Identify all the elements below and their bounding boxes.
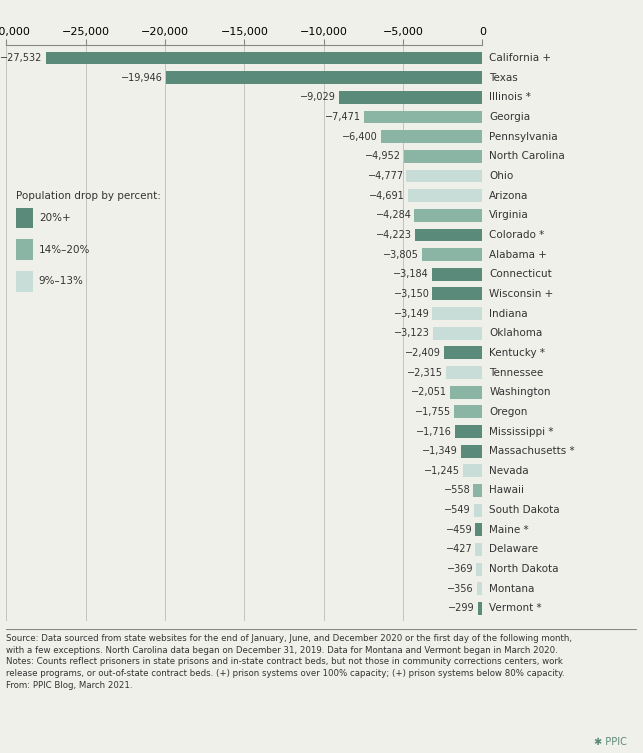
- Text: Tennessee: Tennessee: [489, 367, 543, 377]
- Text: −4,284: −4,284: [376, 210, 412, 220]
- Bar: [478, 602, 482, 615]
- Text: Texas: Texas: [489, 72, 518, 83]
- Text: −427: −427: [446, 544, 473, 554]
- Text: −19,946: −19,946: [121, 72, 163, 83]
- Bar: [422, 248, 482, 261]
- Text: −558: −558: [444, 486, 471, 495]
- Text: −2,315: −2,315: [406, 367, 442, 377]
- Bar: [431, 268, 482, 281]
- Text: North Carolina: North Carolina: [489, 151, 565, 161]
- Text: −7,471: −7,471: [325, 112, 361, 122]
- Text: −369: −369: [447, 564, 473, 574]
- Text: −3,150: −3,150: [394, 289, 430, 299]
- Text: Population drop by percent:: Population drop by percent:: [16, 191, 161, 201]
- Bar: [455, 425, 482, 438]
- Text: Pennsylvania: Pennsylvania: [489, 132, 558, 142]
- Text: 9%–13%: 9%–13%: [39, 276, 84, 286]
- Text: Delaware: Delaware: [489, 544, 538, 554]
- Text: Massachusetts *: Massachusetts *: [489, 447, 575, 456]
- Bar: [406, 169, 482, 182]
- Text: −2,409: −2,409: [405, 348, 441, 358]
- Text: −549: −549: [444, 505, 471, 515]
- Text: −3,149: −3,149: [394, 309, 430, 319]
- Text: South Dakota: South Dakota: [489, 505, 560, 515]
- Text: North Dakota: North Dakota: [489, 564, 559, 574]
- Text: 14%–20%: 14%–20%: [39, 245, 90, 255]
- Bar: [16, 239, 33, 260]
- Text: Oregon: Oregon: [489, 407, 527, 417]
- Bar: [414, 209, 482, 221]
- Text: Virginia: Virginia: [489, 210, 529, 220]
- Bar: [476, 562, 482, 575]
- Text: ✱ PPIC: ✱ PPIC: [594, 736, 627, 747]
- Bar: [364, 111, 482, 123]
- Text: −3,805: −3,805: [383, 249, 419, 260]
- Text: Wisconsin +: Wisconsin +: [489, 289, 554, 299]
- Text: −6,400: −6,400: [342, 132, 378, 142]
- Text: −27,532: −27,532: [1, 53, 42, 63]
- Text: −4,777: −4,777: [368, 171, 404, 181]
- Bar: [455, 405, 482, 418]
- Bar: [46, 51, 482, 64]
- Bar: [339, 91, 482, 104]
- Bar: [408, 189, 482, 202]
- Text: 20%+: 20%+: [39, 213, 71, 223]
- Text: −3,184: −3,184: [393, 270, 429, 279]
- Bar: [444, 346, 482, 359]
- Text: −4,223: −4,223: [376, 230, 412, 240]
- Bar: [461, 445, 482, 458]
- Text: −4,691: −4,691: [369, 191, 405, 200]
- Text: −459: −459: [446, 525, 472, 535]
- Text: Hawaii: Hawaii: [489, 486, 524, 495]
- Bar: [16, 208, 33, 228]
- Text: Maine *: Maine *: [489, 525, 529, 535]
- Bar: [475, 543, 482, 556]
- Bar: [473, 504, 482, 517]
- Bar: [432, 307, 482, 320]
- Bar: [475, 523, 482, 536]
- Bar: [16, 271, 33, 291]
- Bar: [449, 386, 482, 398]
- Bar: [433, 327, 482, 340]
- Text: −1,716: −1,716: [416, 426, 452, 437]
- Text: Vermont *: Vermont *: [489, 603, 542, 614]
- Text: Kentucky *: Kentucky *: [489, 348, 545, 358]
- Bar: [473, 484, 482, 497]
- Text: Source: Data sourced from state websites for the end of January, June, and Decem: Source: Data sourced from state websites…: [6, 634, 572, 690]
- Text: −4,952: −4,952: [365, 151, 401, 161]
- Text: Mississippi *: Mississippi *: [489, 426, 554, 437]
- Text: Ohio: Ohio: [489, 171, 514, 181]
- Text: −9,029: −9,029: [300, 93, 336, 102]
- Bar: [432, 288, 482, 300]
- Bar: [415, 228, 482, 241]
- Text: −2,051: −2,051: [411, 387, 447, 397]
- Text: Colorado *: Colorado *: [489, 230, 545, 240]
- Text: California +: California +: [489, 53, 551, 63]
- Text: Georgia: Georgia: [489, 112, 530, 122]
- Text: Montana: Montana: [489, 584, 534, 594]
- Text: −1,349: −1,349: [422, 447, 458, 456]
- Text: Arizona: Arizona: [489, 191, 529, 200]
- Text: −1,755: −1,755: [415, 407, 451, 417]
- Text: Illinois *: Illinois *: [489, 93, 531, 102]
- Text: −299: −299: [448, 603, 475, 614]
- Text: −1,245: −1,245: [424, 466, 460, 476]
- Bar: [476, 582, 482, 595]
- Bar: [381, 130, 482, 143]
- Text: Indiana: Indiana: [489, 309, 528, 319]
- Bar: [166, 72, 482, 84]
- Text: Nevada: Nevada: [489, 466, 529, 476]
- Bar: [446, 366, 482, 379]
- Text: CALIFORNIA'S PRISON POPULATION DECLINED DRAMATICALLY IN 2020: CALIFORNIA'S PRISON POPULATION DECLINED …: [0, 0, 506, 2]
- Text: −356: −356: [447, 584, 474, 594]
- Text: Oklahoma: Oklahoma: [489, 328, 543, 338]
- Text: Washington: Washington: [489, 387, 550, 397]
- Bar: [404, 150, 482, 163]
- Text: −3,123: −3,123: [394, 328, 430, 338]
- Text: Connecticut: Connecticut: [489, 270, 552, 279]
- Text: Alabama +: Alabama +: [489, 249, 547, 260]
- Bar: [462, 465, 482, 477]
